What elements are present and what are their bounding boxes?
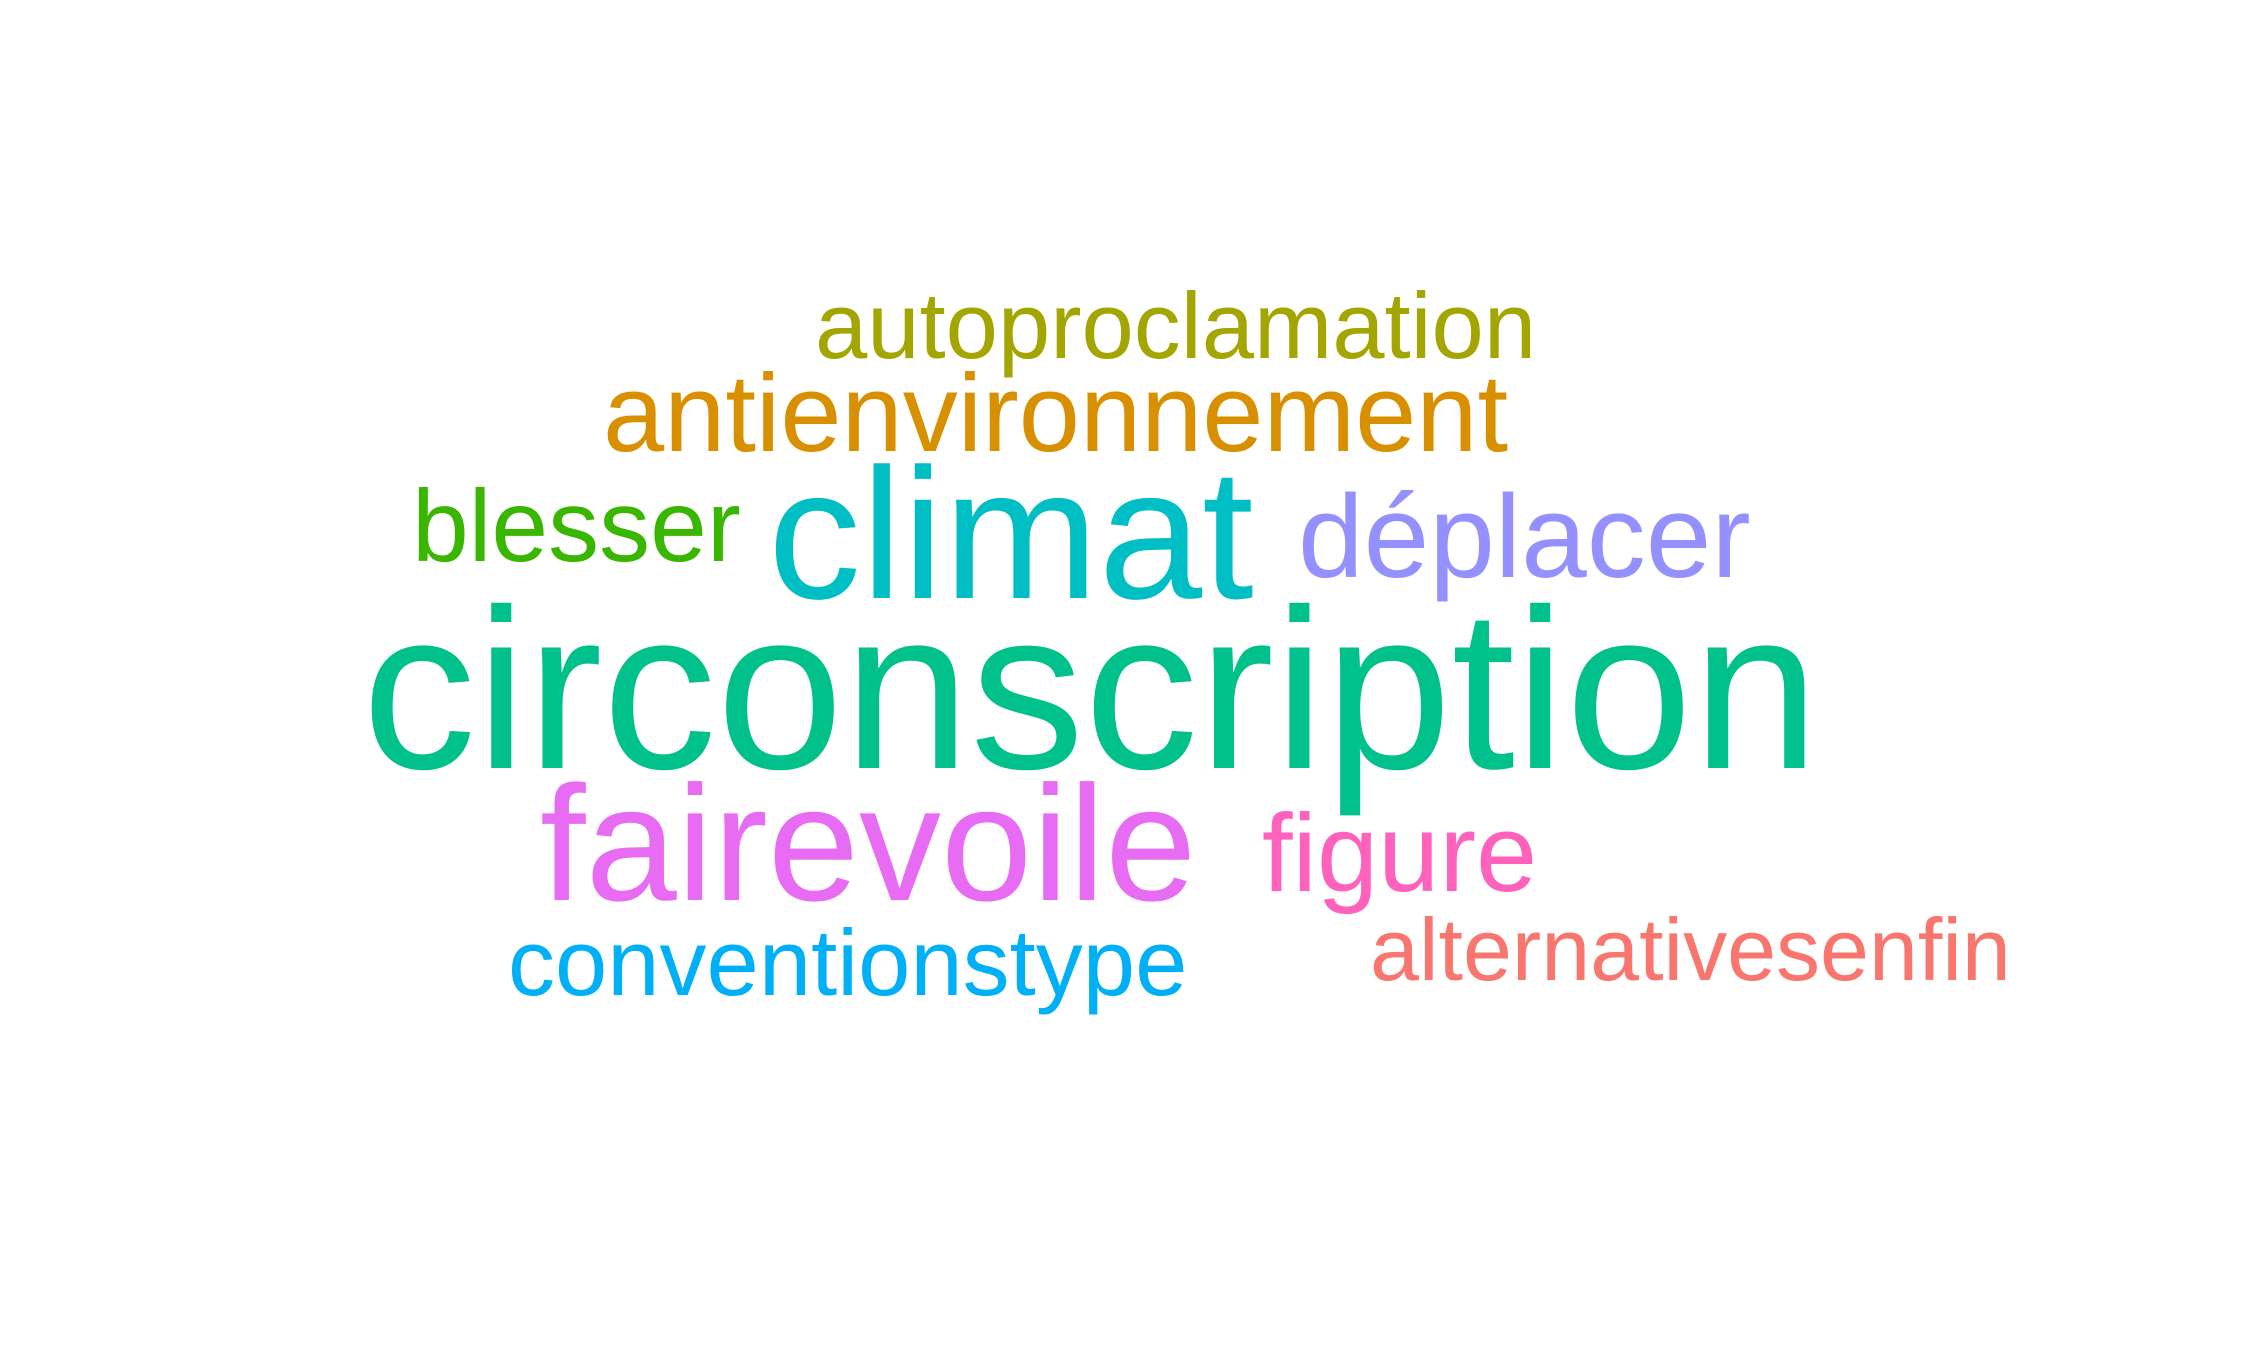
word-blesser: blesser bbox=[412, 469, 741, 583]
word-antienvironnement: antienvironnement bbox=[603, 352, 1509, 475]
word-climat: climat bbox=[768, 431, 1254, 638]
word-conventionstype: conventionstype bbox=[508, 910, 1188, 1015]
word-alternativesenfin: alternativesenfin bbox=[1370, 900, 2011, 999]
word-autoproclamation: autoproclamation bbox=[815, 273, 1537, 378]
word-deplacer: déplacer bbox=[1298, 471, 1751, 603]
word-circonscription: circonscription bbox=[362, 563, 1820, 817]
word-figure: figure bbox=[1262, 792, 1538, 915]
word-fairevoile: fairevoile bbox=[540, 752, 1197, 935]
